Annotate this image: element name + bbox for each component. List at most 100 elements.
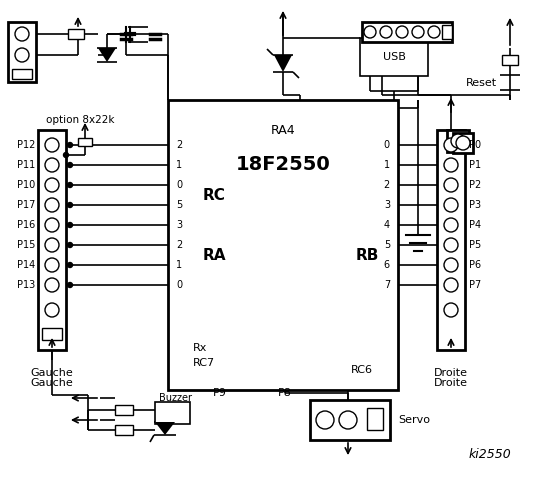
Bar xyxy=(78,138,92,146)
Text: 2: 2 xyxy=(176,240,182,250)
Circle shape xyxy=(444,198,458,212)
Text: RA4: RA4 xyxy=(270,123,295,136)
Circle shape xyxy=(45,178,59,192)
Circle shape xyxy=(451,134,465,148)
Text: 5: 5 xyxy=(384,240,390,250)
Circle shape xyxy=(444,278,458,292)
Circle shape xyxy=(67,163,72,168)
Text: Droite: Droite xyxy=(434,378,468,388)
Text: P15: P15 xyxy=(17,240,35,250)
Circle shape xyxy=(67,263,72,267)
Text: Servo: Servo xyxy=(398,415,430,425)
Text: P5: P5 xyxy=(469,240,481,250)
Bar xyxy=(42,328,62,340)
Circle shape xyxy=(316,411,334,429)
Bar xyxy=(12,69,32,79)
Circle shape xyxy=(444,158,458,172)
Circle shape xyxy=(456,136,470,150)
Bar xyxy=(8,22,36,82)
Bar xyxy=(155,402,190,424)
Text: option 8x22k: option 8x22k xyxy=(46,115,114,125)
Text: Reset: Reset xyxy=(466,78,497,88)
Text: P1: P1 xyxy=(469,160,481,170)
Circle shape xyxy=(428,26,440,38)
Bar xyxy=(447,130,469,152)
Text: RC: RC xyxy=(203,188,226,203)
Text: USB: USB xyxy=(383,52,405,62)
Circle shape xyxy=(45,303,59,317)
Circle shape xyxy=(412,26,424,38)
Circle shape xyxy=(64,153,69,157)
Circle shape xyxy=(45,238,59,252)
Text: P10: P10 xyxy=(17,180,35,190)
Text: P3: P3 xyxy=(469,200,481,210)
Text: P9: P9 xyxy=(213,388,227,398)
Text: P8: P8 xyxy=(278,388,292,398)
Text: RA: RA xyxy=(203,248,227,263)
Text: 1: 1 xyxy=(384,160,390,170)
Circle shape xyxy=(67,203,72,207)
Circle shape xyxy=(45,258,59,272)
Text: P7: P7 xyxy=(469,280,481,290)
Text: 1: 1 xyxy=(176,260,182,270)
Circle shape xyxy=(67,283,72,288)
Bar xyxy=(502,55,518,65)
Polygon shape xyxy=(98,48,116,62)
Circle shape xyxy=(67,242,72,248)
Text: Gauche: Gauche xyxy=(30,378,74,388)
Circle shape xyxy=(67,182,72,188)
Circle shape xyxy=(444,178,458,192)
Text: 0: 0 xyxy=(176,180,182,190)
Circle shape xyxy=(444,218,458,232)
Text: 3: 3 xyxy=(176,220,182,230)
Text: 18F2550: 18F2550 xyxy=(236,156,330,175)
Text: ki2550: ki2550 xyxy=(468,448,512,461)
Text: 2: 2 xyxy=(176,140,182,150)
Bar xyxy=(115,405,133,415)
Text: P14: P14 xyxy=(17,260,35,270)
Bar xyxy=(310,400,390,440)
Bar xyxy=(437,130,465,350)
Text: 0: 0 xyxy=(384,140,390,150)
Text: RC7: RC7 xyxy=(193,358,215,368)
Text: 6: 6 xyxy=(384,260,390,270)
Bar xyxy=(68,29,84,39)
Text: Rx: Rx xyxy=(193,343,207,353)
Circle shape xyxy=(45,278,59,292)
Text: P6: P6 xyxy=(469,260,481,270)
Circle shape xyxy=(380,26,392,38)
Circle shape xyxy=(45,198,59,212)
Circle shape xyxy=(444,138,458,152)
Bar xyxy=(38,130,66,350)
Text: 5: 5 xyxy=(176,200,182,210)
Text: 3: 3 xyxy=(384,200,390,210)
Polygon shape xyxy=(274,55,292,72)
Text: Gauche: Gauche xyxy=(30,368,74,378)
Circle shape xyxy=(15,27,29,41)
Bar xyxy=(367,408,383,430)
Text: Buzzer: Buzzer xyxy=(159,393,191,403)
Circle shape xyxy=(444,238,458,252)
Circle shape xyxy=(67,223,72,228)
Text: 2: 2 xyxy=(384,180,390,190)
Circle shape xyxy=(45,218,59,232)
Text: P16: P16 xyxy=(17,220,35,230)
Circle shape xyxy=(45,138,59,152)
Bar xyxy=(442,25,452,39)
Text: RB: RB xyxy=(356,248,379,263)
Text: 7: 7 xyxy=(384,280,390,290)
Text: P2: P2 xyxy=(469,180,481,190)
Bar xyxy=(115,425,133,435)
Bar xyxy=(453,133,473,153)
Text: P11: P11 xyxy=(17,160,35,170)
Circle shape xyxy=(444,258,458,272)
Text: Droite: Droite xyxy=(434,368,468,378)
Text: 4: 4 xyxy=(384,220,390,230)
Circle shape xyxy=(67,143,72,147)
Circle shape xyxy=(45,158,59,172)
Circle shape xyxy=(364,26,376,38)
Circle shape xyxy=(396,26,408,38)
Circle shape xyxy=(339,411,357,429)
Text: P0: P0 xyxy=(469,140,481,150)
Bar xyxy=(360,38,428,76)
